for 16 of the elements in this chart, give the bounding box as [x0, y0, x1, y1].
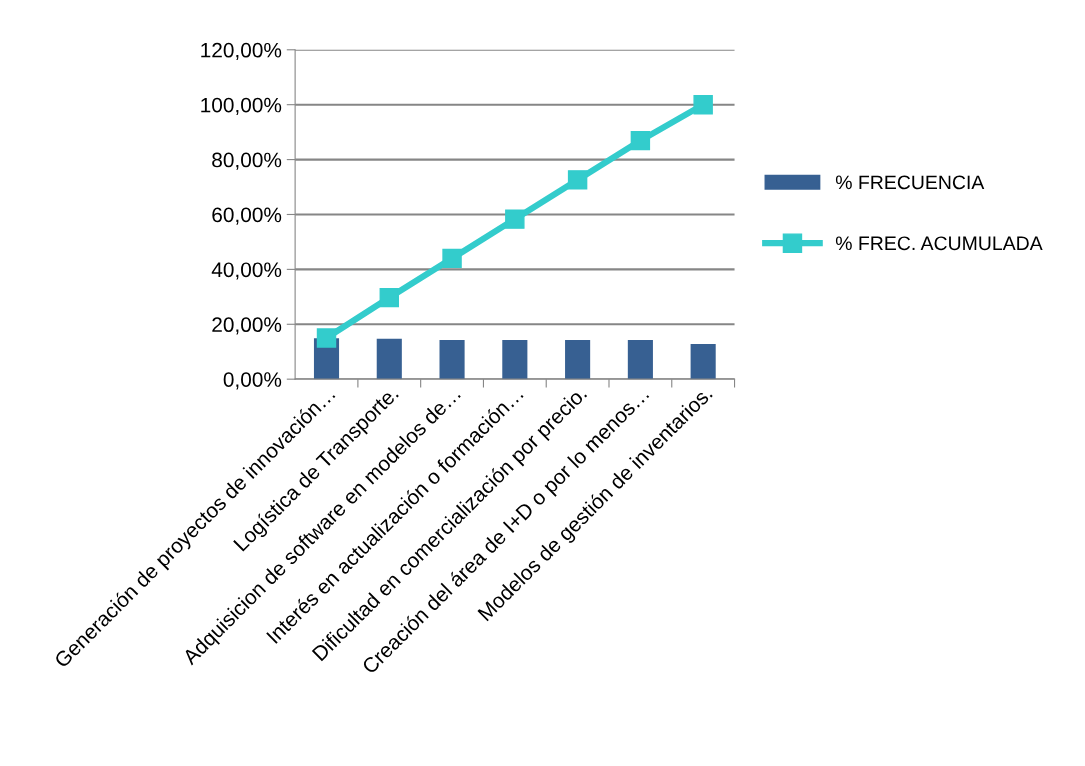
point: [505, 209, 525, 229]
point: [379, 287, 400, 308]
point: [442, 248, 462, 269]
y-tick-label: 100,00%: [201, 97, 282, 115]
y-tick-label: 20,00%: [212, 317, 282, 335]
point: [567, 170, 588, 190]
y-tick-label: 120,00%: [201, 42, 282, 60]
point: [693, 94, 713, 115]
y-tick-label: 60,00%: [212, 207, 282, 225]
y-tick-label: 0,00%: [223, 372, 282, 390]
y-tick-label: 80,00%: [212, 152, 282, 170]
legend-label: % FREC. ACUMULADA: [835, 236, 1043, 251]
point: [316, 328, 337, 348]
legend-label: % FRECUENCIA: [835, 175, 985, 190]
y-tick-label: 40,00%: [211, 262, 282, 280]
point: [630, 130, 651, 151]
